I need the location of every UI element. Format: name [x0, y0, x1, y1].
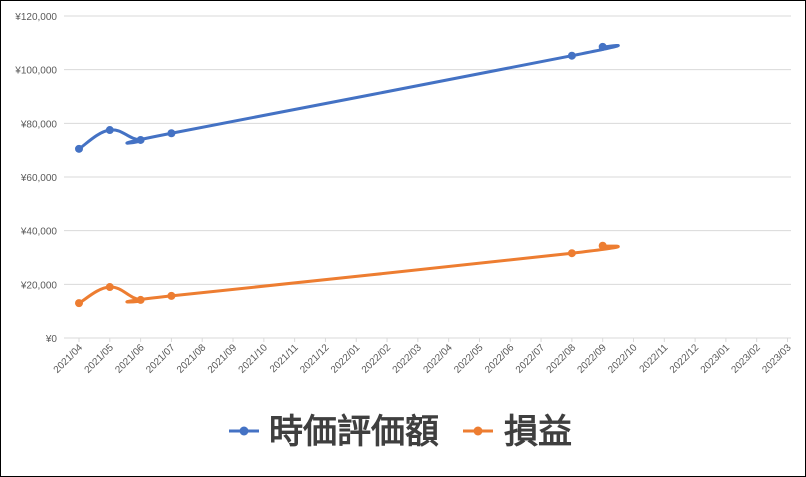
x-tick-label: 2022/11	[638, 342, 671, 375]
x-axis-ticks: 2021/042021/052021/062021/072021/082021/…	[52, 338, 794, 376]
x-tick-label: 2021/06	[113, 342, 147, 376]
data-point[interactable]	[167, 129, 176, 138]
x-tick-label: 2022/02	[360, 342, 394, 376]
legend[interactable]: 時価評価額 損益	[229, 412, 572, 452]
x-tick-label: 2023/03	[760, 342, 794, 376]
x-tick-label: 2022/05	[452, 342, 486, 376]
y-tick-label: ¥0	[45, 334, 58, 345]
data-point[interactable]	[598, 241, 607, 250]
y-tick-label: ¥40,000	[20, 227, 58, 238]
x-tick-label: 2021/12	[298, 342, 332, 376]
x-tick-label: 2021/09	[206, 342, 240, 376]
data-point[interactable]	[75, 299, 83, 308]
x-tick-label: 2022/09	[575, 342, 609, 376]
x-tick-label: 2022/03	[391, 342, 425, 376]
data-point[interactable]	[136, 135, 145, 144]
x-tick-label: 2021/10	[237, 342, 271, 376]
data-point[interactable]	[567, 51, 576, 60]
legend-marker	[473, 426, 483, 436]
legend-label[interactable]: 損益	[504, 412, 572, 452]
x-tick-label: 2022/04	[421, 342, 455, 376]
data-point[interactable]	[167, 291, 176, 300]
y-axis-ticks: ¥0 ¥20,000 ¥40,000 ¥60,000 ¥80,000 ¥100,000 ¥1…	[14, 12, 57, 345]
legend-label[interactable]: 時価評価額	[269, 412, 439, 452]
series-lines	[75, 42, 620, 308]
y-tick-label: ¥80,000	[20, 119, 58, 130]
x-tick-label: 2021/08	[175, 342, 209, 376]
x-tick-label: 2021/04	[52, 342, 86, 376]
x-tick-label: 2022/12	[668, 342, 702, 376]
series-line-0	[77, 43, 620, 151]
x-tick-label: 2022/07	[514, 342, 548, 376]
y-tick-label: ¥100,000	[14, 66, 57, 77]
x-tick-label: 2022/06	[483, 342, 517, 376]
x-tick-label: 2021/07	[144, 342, 178, 376]
x-tick-label: 2022/01	[329, 342, 363, 376]
data-point[interactable]	[105, 283, 114, 292]
data-point[interactable]	[105, 126, 114, 135]
y-tick-label: ¥120,000	[14, 12, 57, 23]
x-tick-label: 2023/02	[729, 342, 763, 376]
y-tick-label: ¥20,000	[20, 280, 58, 291]
data-point[interactable]	[136, 295, 145, 304]
data-point[interactable]	[567, 249, 576, 258]
x-tick-label: 2021/11	[268, 342, 301, 375]
data-point[interactable]	[598, 42, 607, 51]
x-tick-label: 2022/08	[545, 342, 579, 376]
series-line-1	[77, 244, 620, 305]
y-tick-label: ¥60,000	[20, 173, 58, 184]
data-point[interactable]	[75, 144, 83, 153]
x-tick-label: 2023/01	[699, 342, 733, 376]
gridlines	[64, 15, 791, 339]
legend-marker	[239, 426, 249, 436]
x-tick-label: 2022/10	[606, 342, 640, 376]
x-tick-label: 2021/05	[83, 342, 117, 376]
